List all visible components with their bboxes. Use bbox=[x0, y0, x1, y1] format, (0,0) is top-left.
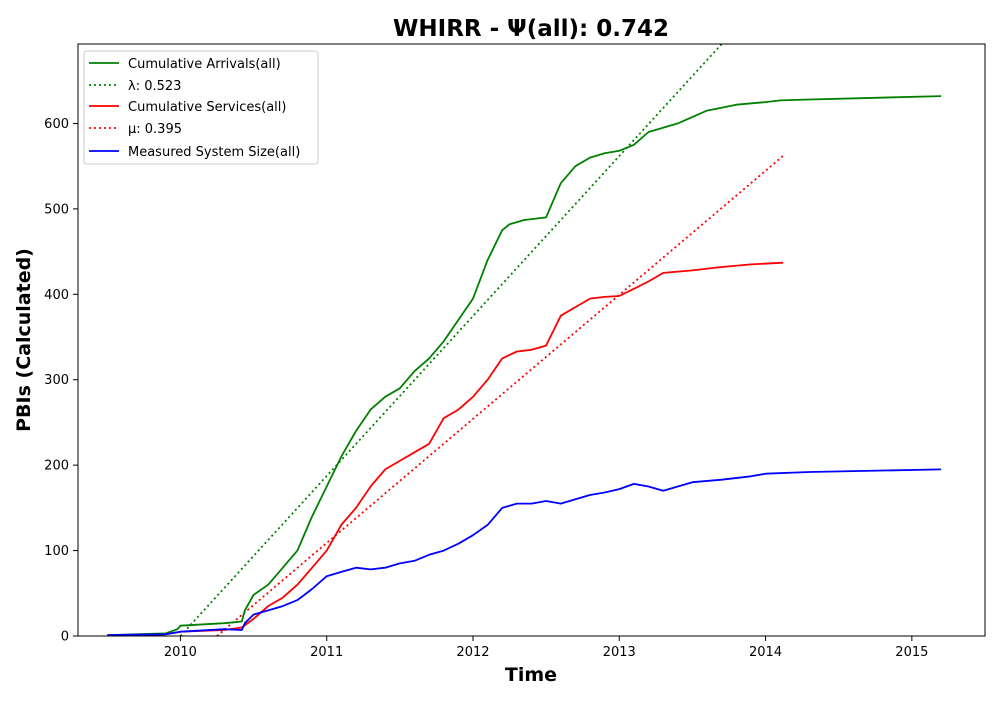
legend-label-mu: μ: 0.395 bbox=[128, 122, 182, 137]
chart-title: WHIRR - Ψ(all): 0.742 bbox=[393, 16, 669, 42]
x-tick-label: 2010 bbox=[164, 645, 197, 660]
series-line-system-size bbox=[107, 468, 942, 636]
x-axis: 2010 2011 2012 2013 2014 2015 bbox=[164, 636, 928, 660]
y-tick-label: 400 bbox=[44, 288, 69, 303]
legend: Cumulative Arrivals(all) λ: 0.523 Cumula… bbox=[83, 50, 319, 165]
y-tick-label: 200 bbox=[44, 459, 69, 474]
legend-label-lambda: λ: 0.523 bbox=[128, 79, 181, 94]
x-tick-label: 2012 bbox=[456, 645, 489, 660]
x-tick-label: 2011 bbox=[310, 645, 343, 660]
x-tick-label: 2015 bbox=[895, 645, 928, 660]
series-line-mu-fit bbox=[216, 155, 784, 636]
series-line-lambda-fit bbox=[179, 44, 723, 636]
plot-frame bbox=[77, 43, 986, 637]
legend-label-system-size: Measured System Size(all) bbox=[128, 145, 300, 160]
legend-label-services: Cumulative Services(all) bbox=[128, 100, 286, 115]
y-tick-label: 500 bbox=[44, 202, 69, 217]
y-axis: 0 100 200 300 400 500 600 bbox=[44, 117, 78, 645]
series-line-arrivals bbox=[107, 95, 942, 636]
series-line-services bbox=[107, 261, 784, 636]
y-tick-label: 0 bbox=[61, 630, 69, 645]
x-tick-label: 2014 bbox=[749, 645, 782, 660]
legend-frame bbox=[83, 50, 319, 165]
plot-content bbox=[107, 44, 942, 636]
y-tick-label: 600 bbox=[44, 117, 69, 132]
y-tick-label: 100 bbox=[44, 544, 69, 559]
x-tick-label: 2013 bbox=[603, 645, 636, 660]
y-tick-label: 300 bbox=[44, 373, 69, 388]
x-axis-title: Time bbox=[505, 664, 557, 686]
legend-label-arrivals: Cumulative Arrivals(all) bbox=[128, 57, 281, 72]
y-axis-title: PBIs (Calculated) bbox=[13, 248, 35, 432]
